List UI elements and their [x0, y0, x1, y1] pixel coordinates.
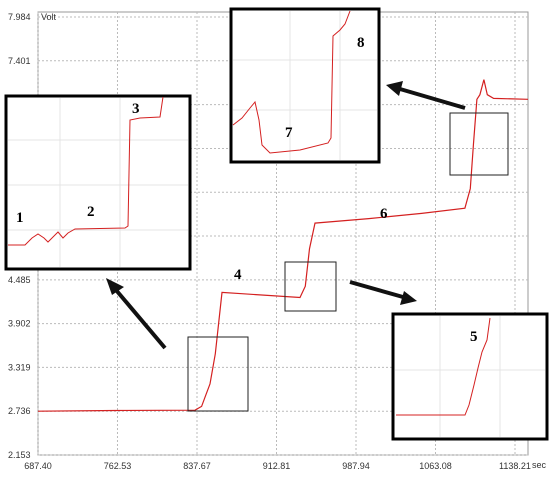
- y-unit: Volt: [41, 12, 57, 22]
- inset-curve: [232, 10, 351, 154]
- arrow-head: [106, 278, 124, 295]
- plot: [37, 79, 529, 412]
- x-unit: sec: [532, 460, 547, 470]
- annotation: 2: [87, 204, 95, 220]
- x-tick-label: 1138.21: [499, 461, 531, 471]
- zoom-box: [187, 336, 249, 412]
- y-tick-label: 4.485: [8, 275, 31, 285]
- annotation: 4: [234, 267, 242, 283]
- arrow-heads: [106, 81, 417, 305]
- annotation: 6: [380, 206, 388, 222]
- inset-grid: [395, 316, 545, 437]
- x-tick-label: 837.67: [183, 461, 211, 471]
- series-line: [37, 79, 529, 412]
- annotation: 1: [16, 210, 24, 226]
- y-tick-label: 7.401: [8, 56, 31, 66]
- arrow: [399, 87, 466, 110]
- y-tick-label: 3.319: [8, 362, 31, 372]
- annotation: 8: [357, 35, 365, 51]
- arrow-head: [400, 291, 417, 305]
- y-tick-label: 7.984: [8, 12, 31, 22]
- arrow: [114, 288, 167, 350]
- arrows: [114, 87, 466, 350]
- x-tick-label: 912.81: [263, 461, 291, 471]
- inset: [391, 312, 549, 441]
- x-tick-label: 1063.08: [419, 461, 452, 471]
- annotation: 5: [470, 329, 478, 345]
- x-tick-label: 987.94: [342, 461, 370, 471]
- y-tick-label: 3.902: [8, 319, 31, 329]
- inset-curve: [396, 317, 491, 416]
- annotations: 1 2 3 4 5 6 7 8: [16, 35, 478, 345]
- zoom-box: [449, 112, 509, 176]
- arrow-head: [386, 81, 403, 96]
- zoom-box: [284, 261, 337, 312]
- inset-grid: [233, 11, 377, 160]
- x-tick-label: 762.53: [104, 461, 132, 471]
- annotation: 7: [285, 125, 293, 141]
- y-tick-label: 2.736: [8, 406, 31, 416]
- inset: [4, 94, 192, 271]
- x-tick-label: 687.40: [24, 461, 52, 471]
- annotation: 3: [132, 101, 140, 117]
- inset-grid: [8, 98, 188, 267]
- inset-curve: [8, 96, 164, 246]
- inset: [229, 7, 381, 164]
- arrow: [349, 280, 404, 299]
- insets: [4, 7, 549, 441]
- y-tick-label: 2.153: [8, 450, 31, 460]
